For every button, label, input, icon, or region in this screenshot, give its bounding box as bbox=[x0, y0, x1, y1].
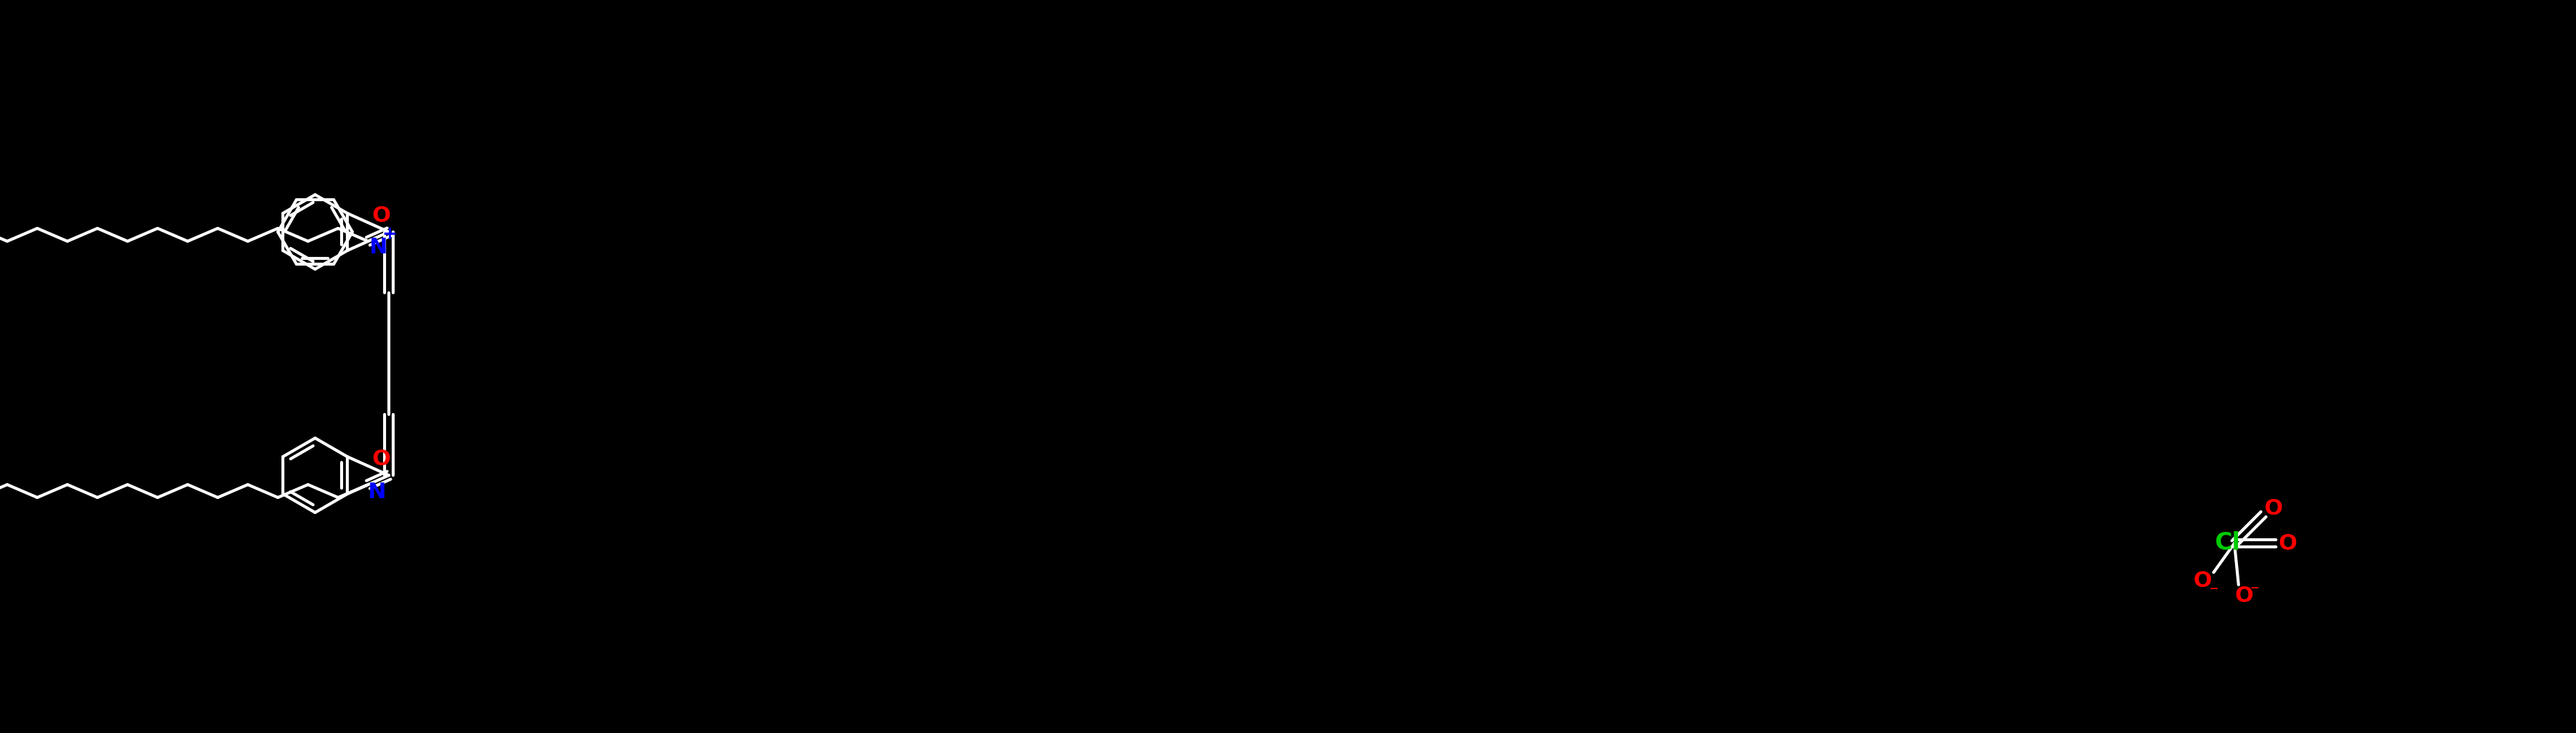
Text: ⁻: ⁻ bbox=[2249, 583, 2259, 600]
Text: Cl: Cl bbox=[2213, 531, 2239, 555]
Text: N: N bbox=[368, 237, 386, 257]
Text: O: O bbox=[2192, 570, 2210, 592]
Text: O: O bbox=[2233, 586, 2254, 607]
Text: ⁻: ⁻ bbox=[2208, 583, 2218, 601]
Text: O: O bbox=[2277, 533, 2295, 553]
Text: O: O bbox=[371, 449, 389, 469]
Text: N: N bbox=[368, 482, 386, 502]
Text: O: O bbox=[371, 205, 389, 226]
Text: +: + bbox=[381, 226, 397, 243]
Text: O: O bbox=[2264, 498, 2282, 519]
